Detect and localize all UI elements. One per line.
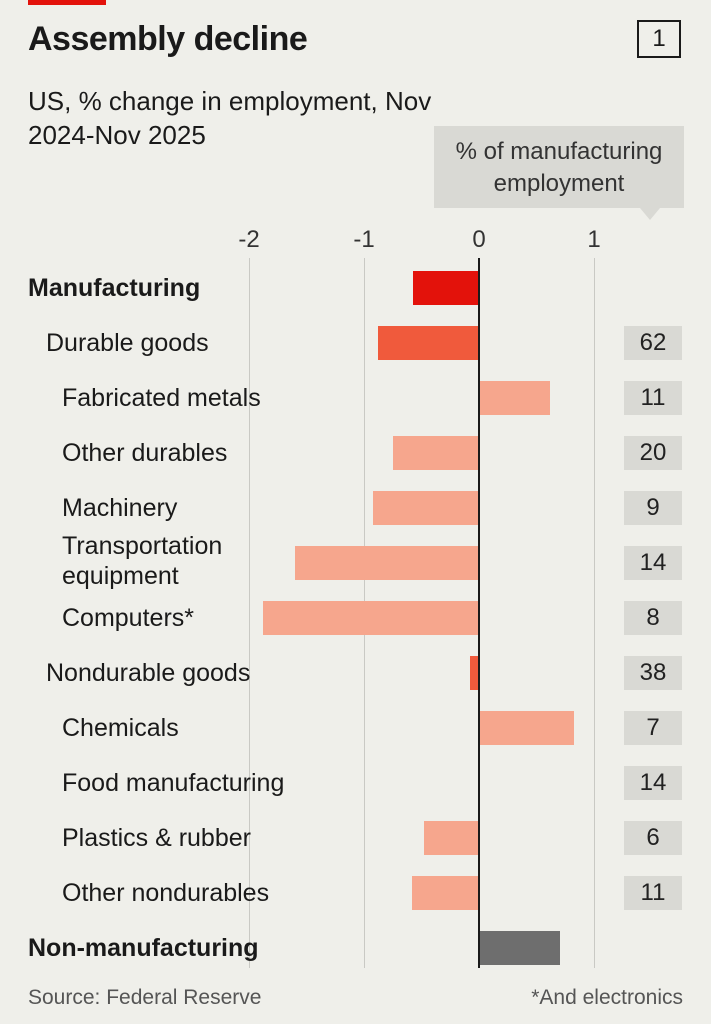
- chart-subtitle: US, % change in employment, Nov 2024-Nov…: [28, 86, 432, 150]
- zero-line: [478, 258, 480, 968]
- bar-durable-goods: [377, 326, 479, 360]
- share-value-computers: 8: [624, 601, 682, 635]
- bar-computers: [262, 601, 479, 635]
- row-label-chemicals: Chemicals: [62, 714, 179, 742]
- share-value-other-nondurables: 11: [624, 876, 682, 910]
- row-label-non-manufacturing: Non-manufacturing: [28, 934, 259, 962]
- x-tick-label: 1: [587, 226, 601, 253]
- x-tick-label: -1: [353, 226, 375, 253]
- chart-title: Assembly decline: [28, 20, 308, 58]
- row-label-fabricated-metals: Fabricated metals: [62, 384, 261, 412]
- share-value-chemicals: 7: [624, 711, 682, 745]
- share-value-food-manufacturing: 14: [624, 766, 682, 800]
- share-value-durable-goods: 62: [624, 326, 682, 360]
- bar-manufacturing: [413, 271, 479, 305]
- row-label-other-nondurables: Other nondurables: [62, 879, 270, 907]
- row-label-food-manufacturing: Food manufacturing: [62, 769, 285, 797]
- row-label-plastics-rubber: Plastics & rubber: [62, 824, 251, 852]
- x-tick-label: -2: [238, 226, 260, 253]
- bar-other-durables: [392, 436, 479, 470]
- bar-plastics-rubber: [423, 821, 479, 855]
- bar-nondurable-goods: [469, 656, 479, 690]
- share-value-transportation-equipment: 14: [624, 546, 682, 580]
- gridline: [249, 258, 250, 968]
- bar-fabricated-metals: [479, 381, 551, 415]
- x-tick-label: 0: [472, 226, 486, 253]
- row-label-other-durables: Other durables: [62, 439, 228, 467]
- share-value-other-durables: 20: [624, 436, 682, 470]
- bar-non-manufacturing: [479, 931, 560, 965]
- share-value-machinery: 9: [624, 491, 682, 525]
- brand-tag: [28, 0, 106, 5]
- bar-other-nondurables: [412, 876, 479, 910]
- bar-machinery: [373, 491, 479, 525]
- share-value-plastics-rubber: 6: [624, 821, 682, 855]
- row-label-nondurable-goods: Nondurable goods: [46, 659, 251, 687]
- share-column-header: % of manufacturing employment: [434, 126, 684, 220]
- row-label-computers: Computers*: [62, 604, 194, 632]
- row-label-transportation-equipment: Transportation equipment: [62, 532, 223, 590]
- share-value-fabricated-metals: 11: [624, 381, 682, 415]
- bar-transportation-equipment: [295, 546, 479, 580]
- figure-number: 1: [637, 20, 681, 58]
- gridline: [364, 258, 365, 968]
- source-note: Source: Federal Reserve: [28, 986, 262, 1009]
- row-label-manufacturing: Manufacturing: [28, 274, 201, 302]
- row-label-machinery: Machinery: [62, 494, 178, 522]
- share-value-nondurable-goods: 38: [624, 656, 682, 690]
- bar-chemicals: [479, 711, 575, 745]
- row-label-durable-goods: Durable goods: [46, 329, 209, 357]
- footnote: *And electronics: [531, 986, 683, 1009]
- gridline: [594, 258, 595, 968]
